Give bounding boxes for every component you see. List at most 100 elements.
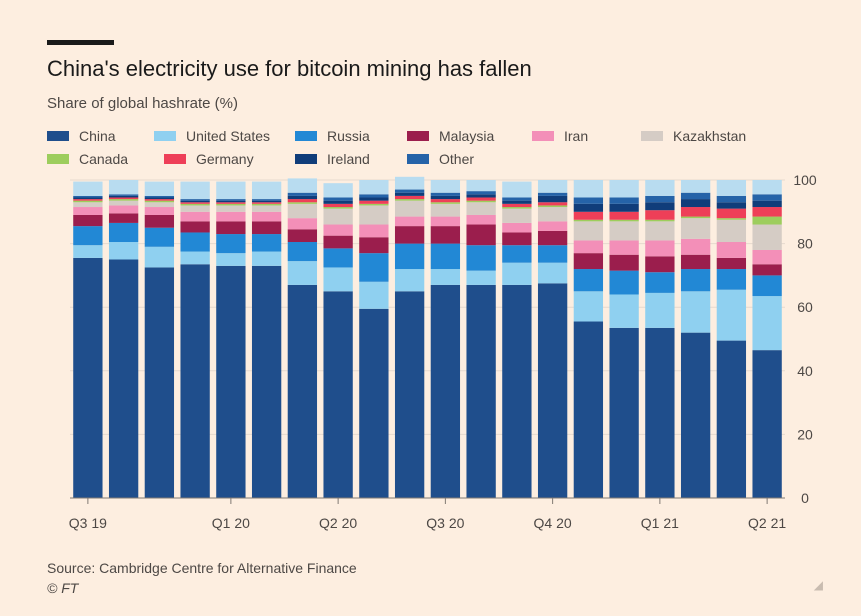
bar-unlabelled-14 <box>573 180 604 198</box>
legend-swatch <box>407 154 429 164</box>
bar-ireland-18 <box>716 202 747 209</box>
bar-canada-0 <box>73 200 103 203</box>
bar-unlabelled-11 <box>466 180 496 192</box>
bar-germany-16 <box>645 210 675 220</box>
bar-canada-14 <box>573 219 604 222</box>
legend-item-russia: Russia <box>295 128 370 144</box>
bar-iran-14 <box>573 240 604 254</box>
bar-germany-12 <box>502 203 532 208</box>
bar-kazakhstan-7 <box>323 208 353 225</box>
bar-unlabelled-0 <box>73 181 103 196</box>
bar-germany-4 <box>216 202 246 204</box>
bar-germany-17 <box>680 207 711 217</box>
legend-swatch <box>532 131 554 141</box>
bar-malaysia-2 <box>144 214 175 228</box>
bar-germany-9 <box>394 195 425 200</box>
bar-malaysia-17 <box>680 254 711 270</box>
bar-kazakhstan-12 <box>502 208 532 223</box>
bar-other-1 <box>108 194 139 196</box>
bar-unlabelled-8 <box>359 180 389 195</box>
bar-unlabelled-1 <box>108 180 139 195</box>
bar-russia-10 <box>430 243 461 270</box>
bar-other-9 <box>394 189 425 193</box>
bar-other-10 <box>430 192 461 196</box>
bar-united-states-0 <box>73 245 103 258</box>
bar-canada-1 <box>108 199 139 201</box>
bar-other-16 <box>645 195 675 203</box>
resize-handle-icon: ◢ <box>813 578 823 592</box>
bar-kazakhstan-18 <box>716 219 747 243</box>
bar-germany-13 <box>537 202 568 206</box>
bar-iran-19 <box>752 249 782 265</box>
bar-russia-2 <box>144 227 175 247</box>
bar-united-states-9 <box>394 269 425 292</box>
bar-russia-15 <box>609 270 639 295</box>
bar-kazakhstan-2 <box>144 202 175 208</box>
legend-swatch <box>47 131 69 141</box>
bar-united-states-13 <box>537 262 568 284</box>
bar-canada-17 <box>680 216 711 219</box>
legend-item-germany: Germany <box>164 151 254 167</box>
source-note: Source: Cambridge Centre for Alternative… <box>47 560 357 576</box>
bar-united-states-2 <box>144 246 175 268</box>
bar-canada-18 <box>716 218 747 220</box>
bar-iran-18 <box>716 242 747 258</box>
bar-china-15 <box>609 327 639 498</box>
bar-russia-12 <box>502 245 532 263</box>
bar-malaysia-13 <box>537 230 568 246</box>
bar-canada-13 <box>537 205 568 208</box>
bar-canada-19 <box>752 216 782 225</box>
bar-russia-1 <box>108 222 139 243</box>
bar-united-states-18 <box>716 289 747 341</box>
bar-other-2 <box>144 195 175 198</box>
x-tick-label: Q1 21 <box>641 515 679 531</box>
bar-malaysia-12 <box>502 232 532 246</box>
bar-iran-13 <box>537 221 568 231</box>
bar-russia-8 <box>359 253 389 282</box>
bar-kazakhstan-6 <box>287 203 318 219</box>
bar-china-5 <box>251 265 282 498</box>
bar-russia-13 <box>537 245 568 263</box>
bar-malaysia-7 <box>323 235 353 249</box>
legend-item-malaysia: Malaysia <box>407 128 494 144</box>
bar-malaysia-3 <box>180 221 210 233</box>
bar-ireland-14 <box>573 203 604 212</box>
bar-unlabelled-18 <box>716 180 747 196</box>
bar-united-states-7 <box>323 267 353 292</box>
legend-label: United States <box>186 128 271 144</box>
bar-unlabelled-15 <box>609 180 639 198</box>
bar-kazakhstan-8 <box>359 205 389 225</box>
ft-accent-bar <box>47 40 114 45</box>
bar-kazakhstan-9 <box>394 200 425 217</box>
bar-unlabelled-5 <box>251 181 282 200</box>
bar-germany-15 <box>609 211 639 220</box>
bar-germany-14 <box>573 211 604 220</box>
bar-canada-6 <box>287 202 318 204</box>
bar-unlabelled-19 <box>752 180 782 195</box>
bar-russia-11 <box>466 245 496 271</box>
bar-iran-15 <box>609 240 639 255</box>
y-tick-label: 60 <box>797 299 813 315</box>
legend-label: Other <box>439 151 475 167</box>
bar-united-states-12 <box>502 262 532 285</box>
bar-ireland-16 <box>645 202 675 211</box>
legend-swatch <box>154 131 176 141</box>
bar-iran-3 <box>180 211 210 222</box>
y-tick-label: 0 <box>801 490 809 506</box>
bar-russia-18 <box>716 269 747 290</box>
bar-ireland-10 <box>430 195 461 200</box>
bar-malaysia-14 <box>573 253 604 270</box>
bar-china-4 <box>216 265 246 498</box>
bar-other-12 <box>502 197 532 201</box>
bar-iran-2 <box>144 207 175 215</box>
bar-iran-6 <box>287 218 318 230</box>
bar-iran-1 <box>108 205 139 214</box>
bar-russia-17 <box>680 269 711 292</box>
bar-united-states-4 <box>216 253 246 266</box>
bar-ireland-0 <box>73 197 103 200</box>
bar-canada-11 <box>466 200 496 203</box>
bar-other-5 <box>251 199 282 201</box>
legend-label: Russia <box>327 128 370 144</box>
bar-russia-19 <box>752 275 782 297</box>
